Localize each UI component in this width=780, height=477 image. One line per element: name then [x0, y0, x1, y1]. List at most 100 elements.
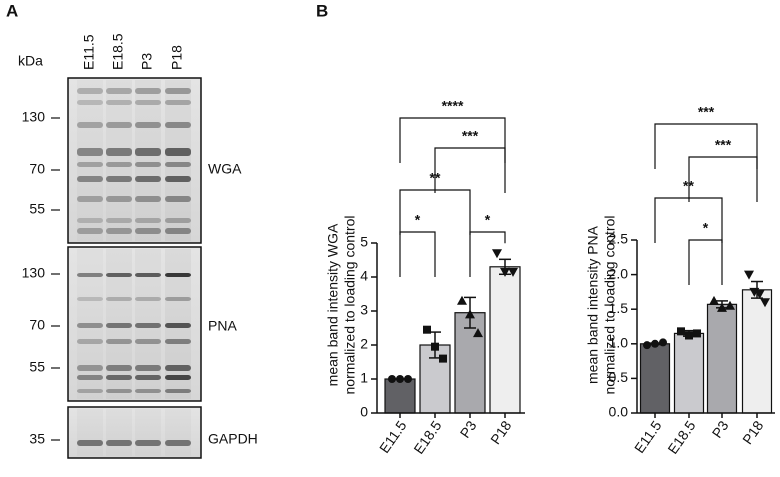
blot-band [165, 323, 191, 328]
lane-label: P18 [169, 45, 185, 70]
y-tick-label: 0.0 [609, 404, 629, 420]
blot-band [165, 297, 191, 301]
y-axis-label: normalized to loading control [342, 216, 358, 395]
blot-band [165, 88, 191, 94]
y-tick-label: 2.5 [609, 231, 629, 247]
blot-band [165, 196, 191, 202]
data-point [685, 331, 693, 340]
marker-label: 130 [22, 265, 46, 281]
data-point [717, 302, 727, 312]
blot-band [106, 122, 132, 128]
blot-band [135, 365, 161, 371]
blot-band [106, 365, 132, 371]
x-tick-label: E11.5 [631, 417, 665, 455]
blot-band [77, 196, 103, 202]
y-tick-label: 0 [360, 404, 368, 420]
blot-band [77, 122, 103, 128]
y-axis-label: normalized to loading control [602, 216, 618, 395]
data-point [500, 267, 510, 277]
blot-background [68, 78, 201, 243]
bar [384, 378, 416, 414]
data-point [651, 339, 659, 348]
significance-bracket [469, 231, 506, 277]
significance-bracket [654, 123, 758, 169]
blot-stain-label: GAPDH [208, 431, 258, 447]
blot-lane [106, 409, 132, 456]
x-tick-label: E11.5 [376, 417, 410, 455]
panel-label: A [6, 1, 18, 20]
y-tick-label: 5 [360, 234, 368, 250]
blot-lane [135, 409, 161, 456]
blot-band [77, 273, 103, 277]
x-tick-label: P18 [739, 418, 767, 448]
blot-stain-label: PNA [208, 318, 237, 334]
data-point [396, 375, 404, 383]
blot-band [165, 100, 191, 105]
blot-band [106, 228, 132, 234]
marker-label: 35 [29, 431, 45, 447]
blot-band [165, 375, 191, 380]
marker-label: 70 [29, 317, 45, 333]
lane-label: E11.5 [81, 34, 97, 70]
data-point [404, 375, 412, 383]
significance-label: *** [462, 128, 479, 144]
y-axis-label: mean band intensity PNA [585, 225, 601, 384]
significance-label: **** [442, 98, 464, 114]
significance-bracket [654, 197, 723, 243]
blot-band [135, 88, 161, 94]
y-tick-label: 4 [360, 268, 368, 284]
blot-band [106, 440, 132, 446]
blot-band [165, 365, 191, 371]
data-point [659, 338, 667, 347]
bar [706, 303, 738, 414]
data-point [431, 342, 439, 351]
data-point [693, 329, 701, 338]
blot-band [135, 273, 161, 277]
data-point [473, 328, 483, 338]
blot-band [106, 297, 132, 301]
blot-band [106, 273, 132, 277]
blot-band [165, 440, 191, 446]
y-tick-label: 1.0 [609, 335, 629, 351]
blot-band [165, 339, 191, 344]
blot-band [77, 218, 103, 223]
bar [673, 332, 705, 414]
blot-background [68, 407, 201, 458]
blot-frame [67, 246, 202, 402]
data-point [709, 295, 719, 305]
blot-band [135, 176, 161, 182]
data-point [465, 309, 475, 319]
blot-band [77, 162, 103, 167]
blot-frame [67, 406, 202, 459]
blot-lane [165, 409, 191, 456]
x-tick-label: P3 [709, 417, 732, 440]
data-point [643, 341, 651, 350]
y-tick-label: 2 [360, 336, 368, 352]
blot-band [135, 323, 161, 328]
blot-band [135, 162, 161, 167]
blot-band [165, 122, 191, 128]
significance-bracket [688, 156, 758, 202]
data-point [492, 249, 502, 259]
blot-band [135, 440, 161, 446]
blot-band [77, 297, 103, 301]
marker-label: 130 [22, 109, 46, 125]
lane-label: E18.5 [110, 33, 126, 70]
blot-band [106, 218, 132, 223]
blot-band [135, 122, 161, 128]
blot-lane [77, 409, 103, 456]
blot-band [165, 176, 191, 182]
x-tick-label: P18 [487, 418, 515, 448]
significance-label: * [703, 220, 709, 236]
blot-band [135, 218, 161, 223]
blot-frame [67, 77, 202, 244]
marker-label: 55 [29, 359, 45, 375]
blot-band [106, 100, 132, 105]
data-point [725, 300, 735, 310]
unit-label: kDa [18, 53, 43, 69]
blot-lane [135, 80, 161, 241]
blot-band [106, 339, 132, 344]
blot-band [135, 148, 161, 156]
blot-band [135, 389, 161, 393]
